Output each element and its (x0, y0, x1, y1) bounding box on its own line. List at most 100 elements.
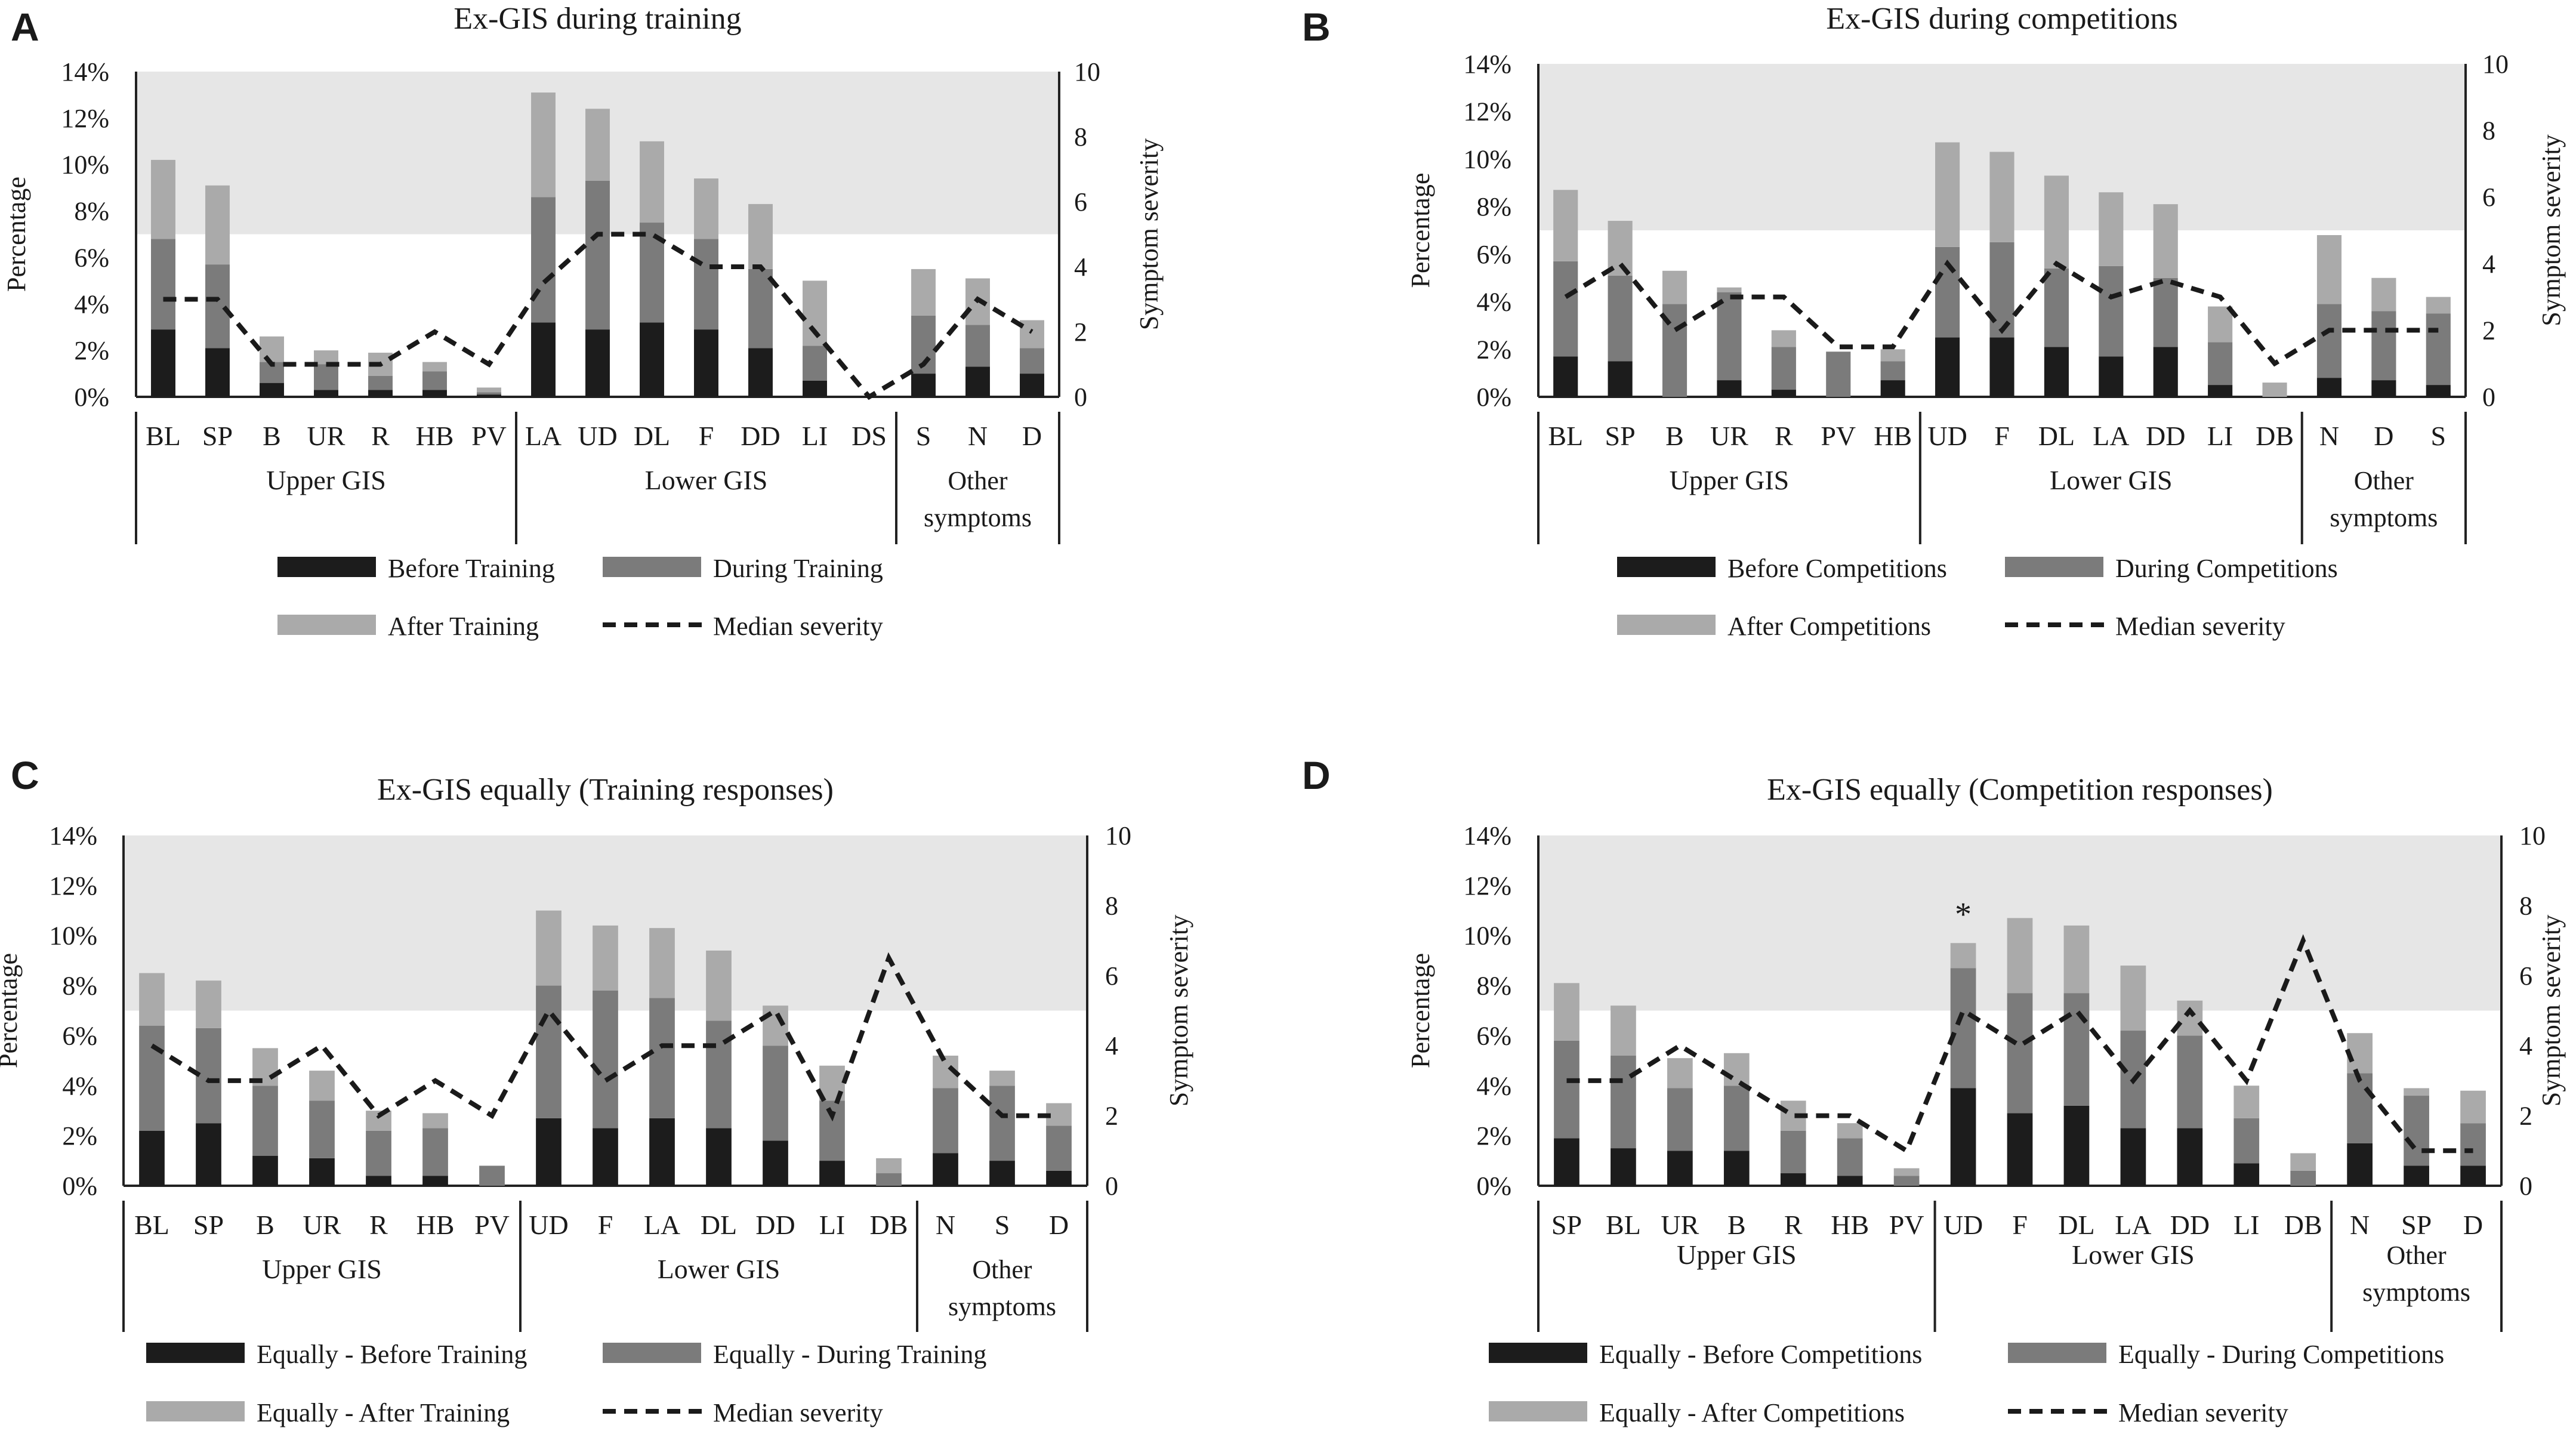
bar-equally-during-training-s (989, 1085, 1015, 1161)
category-label: B (1665, 421, 1684, 451)
category-label: BL (134, 1210, 169, 1240)
y-tick-label: 4% (62, 1071, 97, 1100)
category-label: N (2350, 1210, 2370, 1240)
chart-panel-c: C Ex-GIS equally (Training responses) 0% 2%… (0, 753, 1193, 1427)
y2-axis-title: Symptom severity (1164, 915, 1193, 1106)
bar-after-competitions-r (1771, 330, 1796, 347)
bar-after-training-la (531, 92, 556, 198)
bar-after-competitions-dl (2044, 175, 2069, 269)
bar-after-competitions-n (2316, 235, 2342, 304)
y2-tick-label: 2 (1074, 317, 1087, 347)
bar-after-training-s (911, 269, 936, 316)
category-label: BL (1606, 1210, 1641, 1240)
category-label: F (2012, 1210, 2028, 1240)
bar-equally-during-training-b (252, 1085, 278, 1156)
bar-after-competitions-f (1989, 152, 2014, 242)
category-label: UD (1927, 421, 1967, 451)
category-label: LA (525, 421, 562, 451)
y2-tick-label: 0 (2482, 383, 2495, 412)
y-tick-label: 8% (74, 197, 109, 226)
bar-before-competitions-ur (1717, 380, 1742, 397)
bar-before-training-pv (477, 394, 501, 397)
y2-axis-title: Symptom severity (1134, 138, 1164, 330)
bar-during-competitions-bl (1553, 261, 1578, 357)
category-label: LA (644, 1210, 680, 1240)
bar-after-training-dd (748, 203, 773, 269)
bar-after-training-bl (151, 159, 175, 239)
bar-during-training-bl (151, 239, 175, 330)
category-label: N (2319, 421, 2339, 451)
bar-during-training-ur (314, 364, 338, 390)
bar-before-training-bl (151, 329, 175, 397)
bar-equally-before-training-s (989, 1161, 1015, 1186)
category-label: N (936, 1210, 955, 1240)
bar-after-training-hb (422, 362, 447, 372)
y-axis-title: Percentage (1406, 173, 1435, 288)
bar-equally-after-competitions-dd (2177, 1000, 2203, 1036)
y2-tick-label: 0 (1074, 383, 1087, 412)
panel-letter: A (11, 5, 39, 49)
legend-swatch (603, 557, 701, 577)
category-label: UR (1661, 1210, 1699, 1240)
bar-equally-after-competitions-bl (1611, 1006, 1636, 1056)
bar-during-competitions-dl (2044, 268, 2069, 347)
legend: Equally - Before Competitions Equally - D… (1489, 1340, 2444, 1427)
y-tick-label: 12% (49, 871, 97, 901)
bar-during-training-hb (422, 371, 447, 390)
bar-equally-after-training-sp (196, 980, 221, 1028)
category-label: UD (1943, 1210, 1983, 1240)
bar-during-competitions-dd (2153, 277, 2178, 347)
bar-before-training-dd (748, 348, 773, 397)
bar-equally-during-competitions-f (2007, 993, 2033, 1114)
legend-swatch (1489, 1401, 1587, 1421)
bar-equally-before-competitions-dd (2177, 1128, 2203, 1186)
category-label: LI (2233, 1210, 2259, 1240)
legend-swatch (277, 615, 376, 635)
category-label: DS (852, 421, 887, 451)
bar-before-training-n (965, 366, 990, 397)
legend-swatch (146, 1401, 245, 1421)
bar-before-training-ur (314, 390, 338, 397)
y2-tick-label: 6 (1074, 187, 1087, 217)
bar-equally-after-training-bl (139, 973, 165, 1026)
legend-swatch (1617, 615, 1716, 635)
bar-equally-before-training-f (593, 1128, 618, 1186)
y2-tick-label: 6 (2482, 183, 2495, 212)
bar-equally-during-training-li (819, 1100, 845, 1161)
bar-equally-during-competitions-r (1780, 1130, 1806, 1174)
median-severity-line (1564, 260, 2439, 367)
bar-equally-during-training-sp (196, 1028, 221, 1124)
bar-before-competitions-d (2371, 380, 2396, 397)
chart-title: Ex-GIS equally (Competition responses) (1767, 773, 2273, 807)
category-label: LI (2207, 421, 2233, 451)
bar-equally-during-competitions-li (2233, 1118, 2260, 1164)
group-label-other-symptoms: Other symptoms (924, 466, 1032, 532)
y-axis-title: Percentage (1406, 953, 1435, 1068)
legend-label: Median severity (2118, 1398, 2288, 1427)
group-label-other-symptoms: Other symptoms (948, 1255, 1056, 1321)
category-label: SP (202, 421, 233, 451)
bar-equally-during-training-ud (536, 985, 562, 1118)
category-label: R (371, 421, 390, 451)
bar-equally-after-training-ur (309, 1071, 335, 1101)
bar-after-competitions-bl (1553, 190, 1578, 261)
bar-before-competitions-li (2208, 385, 2233, 397)
bar-before-competitions-ud (1935, 337, 1960, 397)
bar-equally-after-competitions-pv (1893, 1168, 1920, 1176)
bar-before-training-r (368, 390, 393, 397)
category-label: DD (2170, 1210, 2210, 1240)
bar-equally-after-competitions-sp (1554, 983, 1579, 1041)
bar-equally-during-competitions-ud (1950, 968, 1976, 1088)
category-label: D (2374, 421, 2393, 451)
bar-equally-before-competitions-li (2233, 1163, 2260, 1186)
category-label: UR (307, 421, 345, 451)
bar-during-competitions-s (2426, 313, 2451, 386)
median-severity-line (150, 952, 1059, 1122)
bar-after-competitions-la (2099, 192, 2124, 266)
category-label: DL (701, 1210, 737, 1240)
category-label: DD (741, 421, 780, 451)
category-label: DB (2256, 421, 2294, 451)
bar-after-training-dl (640, 141, 664, 223)
legend-swatch (2005, 557, 2103, 577)
bar-equally-during-training-dd (763, 1046, 788, 1141)
